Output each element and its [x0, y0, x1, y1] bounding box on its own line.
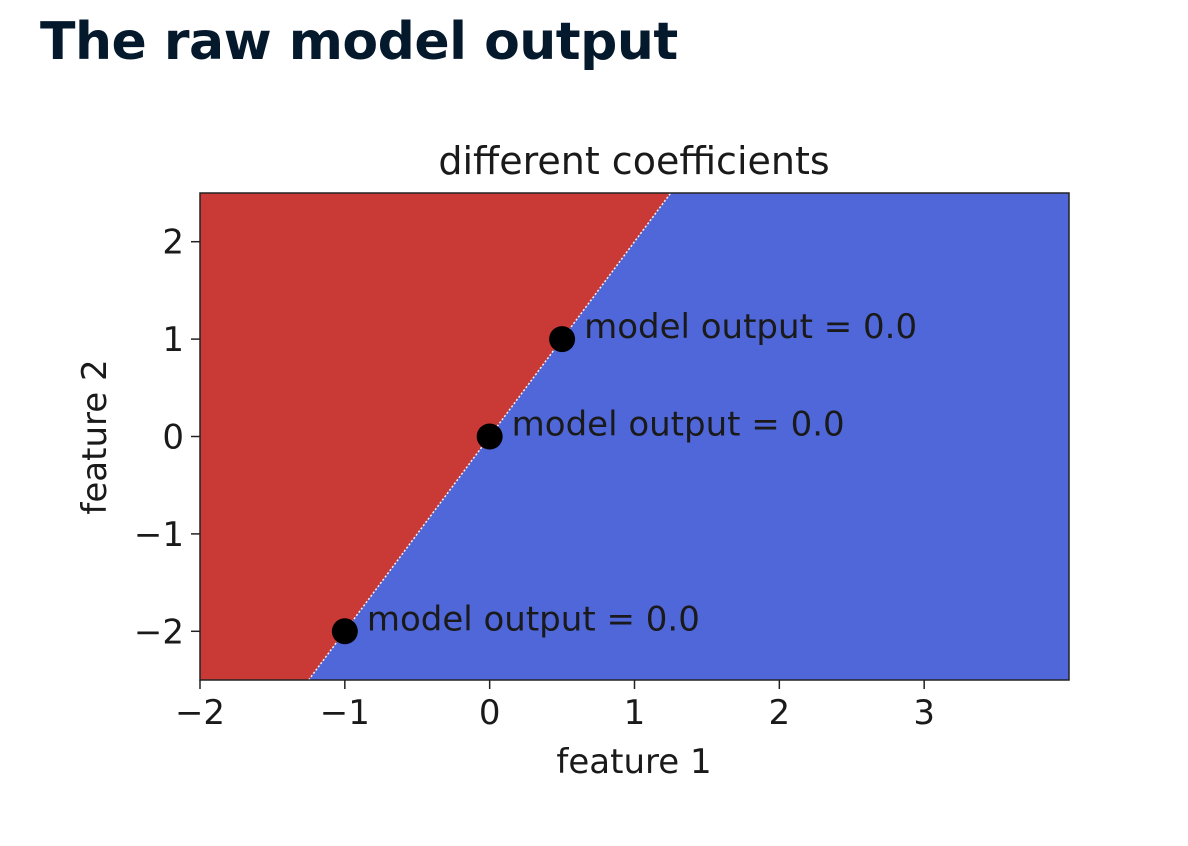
y-axis: −2 −1 0 1 2: [134, 223, 200, 652]
data-point: [549, 326, 576, 353]
y-tick-label: 1: [162, 320, 184, 360]
x-tick-label: 0: [479, 693, 501, 733]
data-point: [476, 423, 503, 450]
decision-boundary: [308, 192, 672, 681]
chart-title: different coefficients: [438, 139, 829, 183]
page-title: The raw model output: [40, 12, 678, 72]
x-tick-label: −2: [175, 693, 225, 733]
y-tick-label: −2: [134, 612, 184, 652]
x-tick-label: 3: [913, 693, 935, 733]
x-tick-label: 2: [769, 693, 791, 733]
y-tick-label: 0: [162, 418, 184, 458]
y-tick-label: −1: [134, 515, 184, 555]
y-tick-label: 2: [162, 223, 184, 263]
plot-area: [199, 192, 1070, 681]
x-axis-label: feature 1: [556, 742, 711, 782]
point-annotation: model output = 0.0: [367, 599, 700, 639]
data-point: [331, 618, 358, 645]
x-tick-label: −1: [320, 693, 370, 733]
point-annotation: model output = 0.0: [512, 405, 845, 445]
x-tick-label: 1: [624, 693, 646, 733]
y-axis-label: feature 2: [75, 359, 115, 514]
point-annotation: model output = 0.0: [584, 307, 917, 347]
x-axis: −2 −1 0 1 2 3: [175, 680, 935, 733]
region-negative: [200, 193, 671, 680]
data-points: model output = 0.0 model output = 0.0 mode…: [331, 307, 917, 645]
